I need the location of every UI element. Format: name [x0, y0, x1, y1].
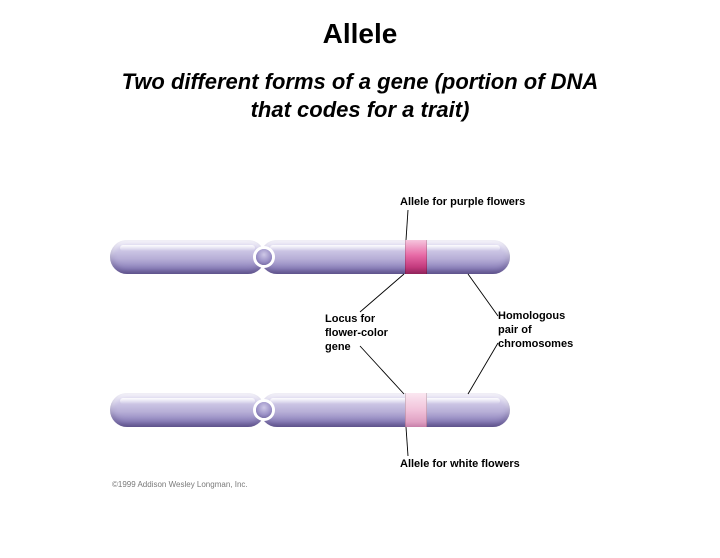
chromosome-bottom — [110, 393, 510, 427]
chromosome-bottom-long-arm — [260, 393, 510, 427]
label-homologous-pair: Homologous pair of chromosomes — [498, 310, 573, 351]
subtitle-line1: Two different forms of a gene (portion o… — [122, 69, 599, 94]
label-locus: Locus for flower-color gene — [325, 313, 388, 354]
allele-band-white — [405, 393, 427, 427]
centromere-bottom — [256, 402, 272, 418]
chromosome-top — [110, 240, 510, 274]
page-title: Allele — [0, 18, 720, 50]
chromosome-top-long-arm — [260, 240, 510, 274]
centromere-top — [256, 249, 272, 265]
allele-diagram: Allele for purple flowers Allele for whi… — [100, 188, 660, 518]
label-white-allele: Allele for white flowers — [400, 458, 520, 472]
subtitle-line2: that codes for a trait) — [251, 97, 470, 122]
chromosome-top-short-arm — [110, 240, 265, 274]
label-purple-allele: Allele for purple flowers — [400, 196, 525, 210]
chromosome-bottom-short-arm — [110, 393, 265, 427]
allele-band-purple — [405, 240, 427, 274]
copyright-text: ©1999 Addison Wesley Longman, Inc. — [112, 480, 248, 489]
page-subtitle: Two different forms of a gene (portion o… — [0, 68, 720, 123]
